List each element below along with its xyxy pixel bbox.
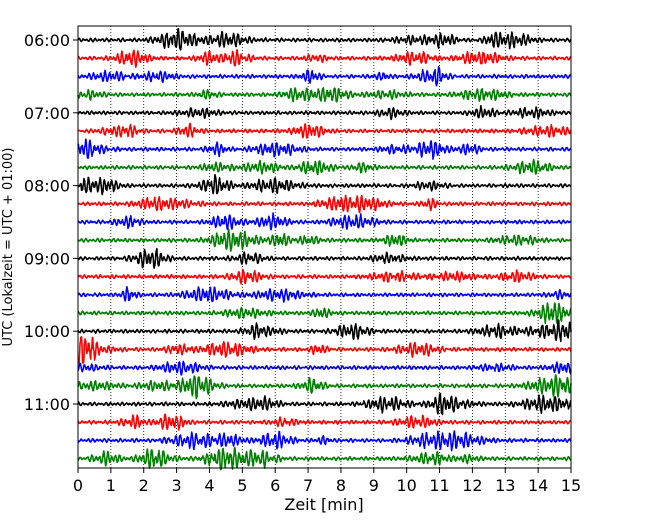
seismogram-trace [77, 65, 572, 87]
y-tick-label: 11:00 [24, 395, 70, 414]
trace-group [77, 28, 572, 471]
x-tick-label: 15 [561, 476, 581, 495]
x-axis-label: Zeit [min] [284, 495, 363, 514]
x-tick-label: 13 [495, 476, 515, 495]
x-tick-label: 5 [237, 476, 247, 495]
x-tick-label: 4 [204, 476, 214, 495]
seismogram-trace [77, 212, 572, 231]
x-tick-label: 12 [462, 476, 482, 495]
seismogram-trace [77, 247, 572, 269]
seismogram-trace [77, 319, 572, 343]
seismogram-trace [77, 336, 572, 364]
seismogram-trace [77, 430, 572, 452]
y-axis-label: UTC (Lokalzeit = UTC + 01:00) [1, 148, 16, 347]
seismogram-trace [77, 360, 572, 376]
x-tick-label: 2 [139, 476, 149, 495]
x-tick-label: 11 [429, 476, 449, 495]
seismogram-trace [77, 158, 572, 176]
seismogram-trace [77, 374, 572, 400]
seismogram-trace [77, 174, 572, 196]
seismogram-trace [77, 87, 572, 103]
x-tick-label: 6 [270, 476, 280, 495]
seismogram-trace [77, 286, 572, 303]
x-tick-label: 10 [396, 476, 416, 495]
x-axis-ticks: 0 1 2 3 4 5 6 7 8 9 10 11 12 13 14 15 [73, 468, 581, 495]
x-tick-label: 14 [528, 476, 548, 495]
x-tick-label: 0 [73, 476, 83, 495]
x-tick-label: 7 [303, 476, 313, 495]
y-axis-ticks: 06:00 07:00 08:00 09:00 10:00 11:00 [24, 31, 78, 414]
y-tick-label: 09:00 [24, 249, 70, 268]
seismogram-trace [77, 302, 572, 324]
seismogram-trace [77, 28, 572, 51]
y-tick-label: 06:00 [24, 31, 70, 50]
seismogram-trace [77, 138, 572, 160]
y-tick-label: 07:00 [24, 104, 70, 123]
seismogram-trace [77, 228, 572, 252]
seismogram-trace [77, 122, 572, 139]
x-tick-label: 3 [172, 476, 182, 495]
seismogram-trace [77, 446, 572, 471]
plot-frame [77, 25, 572, 469]
y-tick-label: 08:00 [24, 177, 70, 196]
seismogram-trace [77, 392, 572, 416]
seismogram-trace [77, 49, 572, 68]
seismogram-trace [77, 194, 572, 214]
y-tick-label: 10:00 [24, 322, 70, 341]
seismogram-trace [77, 105, 572, 121]
seismogram-trace [77, 413, 572, 431]
x-tick-label: 9 [369, 476, 379, 495]
seismogram-trace [77, 268, 572, 285]
x-tick-label: 1 [106, 476, 116, 495]
x-tick-label: 8 [336, 476, 346, 495]
